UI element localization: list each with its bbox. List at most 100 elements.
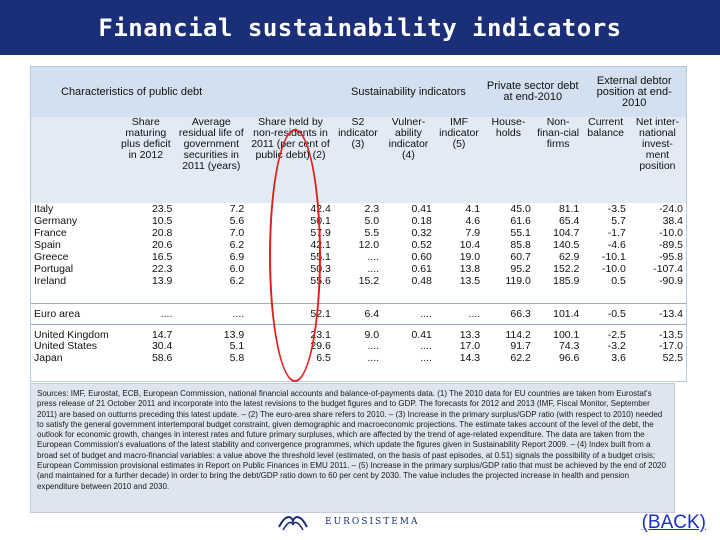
row-value: 91.7 <box>510 340 531 352</box>
row-value: 74.3 <box>558 340 580 352</box>
row-value: 38.4 <box>662 214 683 227</box>
table-row: Greece 16.5 6.9 55.1.... 0.60 19.0 60.7 62.9 -10… <box>31 251 686 263</box>
row-value: -3.5 <box>607 202 626 215</box>
back-link[interactable]: (BACK) <box>641 512 706 533</box>
column-header: Net inter-national invest-ment position <box>628 117 686 203</box>
row-value: .... <box>367 352 380 364</box>
group-header-public-debt: Characteristics of public debt <box>31 67 334 117</box>
row-country: Germany <box>34 214 78 227</box>
row-value: .... <box>420 340 432 352</box>
row-value: 14.3 <box>459 352 481 364</box>
row-value: 0.48 <box>411 274 432 287</box>
table-row: Portugal 22.3 6.0 50.3.... 0.61 13.8 95.2 152.2… <box>31 263 686 275</box>
column-header: Non-finan-cial firms <box>533 117 583 203</box>
row-value: 119.0 <box>505 274 531 287</box>
row-value: 13.9 <box>175 323 248 341</box>
row-value: 13.8 <box>459 262 481 275</box>
row-value: .... <box>367 340 380 352</box>
row-value: 6.5 <box>316 352 331 364</box>
row-value: 19.0 <box>459 250 481 263</box>
row-value: -1.7 <box>607 226 626 239</box>
row-country: United Kingdom <box>31 323 117 341</box>
table-row: Japan 58.6 5.8 6.5........ 14.3 62.2 96.6 3.6 52… <box>31 353 686 365</box>
row-value: 101.4 <box>533 302 583 325</box>
row-value: 0.18 <box>411 214 432 227</box>
row-value: 10.5 <box>151 214 173 227</box>
column-header: Average residual life of government secu… <box>175 117 248 203</box>
row-value: 42.4 <box>310 202 331 215</box>
column-header: IMF indicator (5) <box>434 117 484 203</box>
row-value: -3.2 <box>607 340 626 352</box>
row-value: 0.60 <box>411 250 432 263</box>
row-country: Euro area <box>31 302 117 325</box>
column-header: Share maturing plus deficit in 2012 <box>116 117 176 203</box>
row-value: 62.2 <box>510 352 531 364</box>
row-value: -17.0 <box>659 340 683 352</box>
row-value: 10.4 <box>459 238 481 251</box>
row-value: 22.3 <box>151 262 173 275</box>
row-value: 52.5 <box>662 352 683 364</box>
row-value: .... <box>382 302 435 325</box>
row-value: 60.7 <box>510 250 531 263</box>
row-value: 5.1 <box>229 340 245 352</box>
row-value: .... <box>367 262 380 275</box>
row-value: 50.3 <box>310 262 331 275</box>
column-header: House-holds <box>483 117 534 203</box>
row-value: 30.4 <box>151 340 173 352</box>
row-value: 12.0 <box>358 238 380 251</box>
row-value: 58.6 <box>151 352 173 364</box>
row-value: 6.2 <box>229 238 245 251</box>
row-value: 13.3 <box>434 323 484 341</box>
column-header: Current balance <box>582 117 629 203</box>
row-value: 16.5 <box>151 250 173 263</box>
row-value: 81.1 <box>558 202 580 215</box>
column-header: Vulner-ability indicator (4) <box>382 117 435 203</box>
row-country: Japan <box>34 352 63 364</box>
row-value: 50.1 <box>310 214 331 227</box>
column-header-row: Share maturing plus deficit in 2012 Aver… <box>31 117 686 203</box>
table-row: Italy 23.5 7.2 42.4 2.3 0.41 4.1 45.0 81.1 -3.5 -2… <box>31 203 686 215</box>
row-value: 5.6 <box>229 214 245 227</box>
row-value: 95.2 <box>510 262 531 275</box>
row-value: 45.0 <box>510 202 531 215</box>
row-country: Italy <box>34 202 54 215</box>
row-value: 61.6 <box>510 214 531 227</box>
group-header-private-debt: Private sector debt at end-2010 <box>483 67 583 117</box>
row-value: 55.1 <box>510 226 531 239</box>
row-value: .... <box>420 352 432 364</box>
row-value: 14.7 <box>116 323 176 341</box>
row-value: 5.8 <box>229 352 245 364</box>
row-value: 55.1 <box>310 250 331 263</box>
column-header: Share held by non-residents in 2011 (per… <box>247 117 334 203</box>
row-value: 4.1 <box>465 202 481 215</box>
table-row: United States 30.4 5.1 29.6........ 17.0 91.7… <box>31 341 686 353</box>
group-header-row: Characteristics of public debt Sustainab… <box>31 67 686 117</box>
row-country: United States <box>34 340 98 352</box>
eurosistema-logo: EUROSISTEMA <box>275 510 419 534</box>
row-value: 0.52 <box>411 238 432 251</box>
group-header-sustainability: Sustainability indicators <box>333 67 484 117</box>
notes-text: Sources: IMF, Eurostat, ECB, European Co… <box>37 389 666 491</box>
table-body: Italy 23.5 7.2 42.4 2.3 0.41 4.1 45.0 81.1 -3.5 -2… <box>31 203 686 365</box>
row-spacer <box>31 287 686 303</box>
row-value: 42.1 <box>310 238 331 251</box>
row-value: 5.5 <box>364 226 380 239</box>
row-value: 140.5 <box>553 238 580 251</box>
row-value: 4.6 <box>465 214 481 227</box>
row-value: -107.4 <box>653 262 683 275</box>
table-row: Euro area........ 52.1 6.4........ 66.3 101.… <box>31 302 686 325</box>
row-value: -2.5 <box>582 323 629 341</box>
row-value: 7.0 <box>229 226 245 239</box>
table-row: Ireland 13.9 6.2 55.6 15.2 0.48 13.5 119.0 185.9… <box>31 275 686 287</box>
row-country: Spain <box>34 238 61 251</box>
row-value: 55.6 <box>310 274 331 287</box>
row-value: -10.0 <box>601 262 626 275</box>
row-value: 6.9 <box>229 250 245 263</box>
row-value: 9.0 <box>333 323 383 341</box>
row-value: 0.5 <box>611 274 626 287</box>
row-value: 20.8 <box>151 226 173 239</box>
row-value: -13.4 <box>628 302 686 325</box>
page-title: Financial sustainability indicators <box>98 13 622 42</box>
row-value: 2.3 <box>364 202 380 215</box>
row-value: 6.0 <box>229 262 245 275</box>
